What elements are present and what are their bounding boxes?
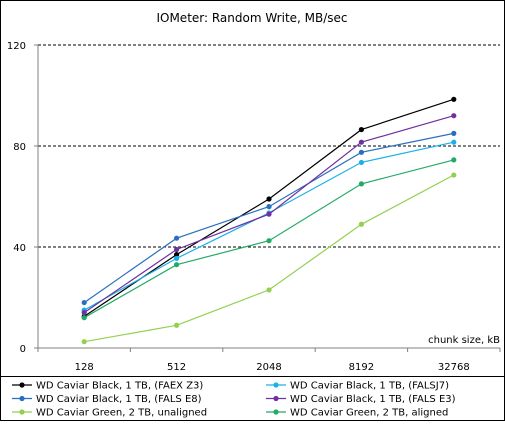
- legend-swatch-marker: [273, 395, 279, 402]
- legend: WD Caviar Black, 1 TB, (FAEX Z3) WD Cavia…: [0, 376, 505, 421]
- series-5: [81, 157, 457, 321]
- x-axis-label: chunk size, kB: [428, 335, 500, 346]
- data-point: [174, 255, 180, 261]
- x-tick-label: 2048: [256, 362, 281, 373]
- legend-label: WD Caviar Green, 2 TB, unaligned: [36, 408, 207, 419]
- data-point: [451, 139, 457, 145]
- data-point: [81, 299, 87, 306]
- data-point: [174, 235, 180, 241]
- data-point: [451, 113, 457, 119]
- data-point: [174, 246, 180, 253]
- legend-label: WD Caviar Black, 1 TB, (FALS E3): [290, 394, 456, 405]
- data-point: [358, 159, 364, 166]
- data-point: [81, 310, 87, 316]
- x-tick-label: 512: [167, 362, 186, 373]
- legend-item: WD Caviar Black, 1 TB, (FALSJ7): [266, 381, 449, 392]
- legend-swatch-marker: [19, 395, 25, 402]
- data-point: [174, 322, 180, 328]
- data-point: [451, 172, 457, 178]
- legend-swatch-marker: [273, 382, 279, 388]
- x-tick-label: 128: [75, 362, 94, 373]
- series-4: [81, 172, 457, 345]
- data-point: [451, 157, 457, 163]
- series-layer: [81, 96, 457, 345]
- data-point: [358, 149, 364, 155]
- data-point: [358, 126, 364, 133]
- y-tick-label: 40: [13, 243, 26, 254]
- data-point: [358, 221, 364, 227]
- y-tick-label: 120: [7, 41, 26, 52]
- data-point: [266, 287, 272, 293]
- legend-swatch-marker: [273, 409, 279, 415]
- legend-item: WD Caviar Black, 1 TB, (FAEX Z3): [12, 381, 203, 392]
- grid-layer: [38, 44, 500, 248]
- data-point: [174, 251, 180, 258]
- x-tick-label: 32768: [438, 362, 470, 373]
- series-3: [81, 113, 457, 316]
- data-point: [266, 204, 272, 210]
- legend-label: WD Caviar Black, 1 TB, (FALSJ7): [290, 381, 449, 392]
- data-point: [358, 139, 364, 145]
- legend-swatch-marker: [19, 409, 25, 415]
- data-point: [451, 130, 457, 136]
- data-point: [266, 211, 272, 217]
- data-point: [358, 181, 364, 187]
- series-2: [81, 130, 457, 306]
- y-tick-label: 80: [13, 142, 26, 153]
- data-point: [266, 196, 272, 202]
- legend-label: WD Caviar Green, 2 TB, aligned: [290, 408, 448, 419]
- legend-swatch-marker: [19, 382, 25, 388]
- legend-item: WD Caviar Green, 2 TB, unaligned: [12, 408, 207, 419]
- legend-label: WD Caviar Black, 1 TB, (FAEX Z3): [36, 381, 203, 392]
- data-point: [266, 238, 272, 244]
- legend-item: WD Caviar Black, 1 TB, (FALS E3): [266, 394, 456, 405]
- legend-border: [0, 376, 505, 421]
- legend-item: WD Caviar Black, 1 TB, (FALS E8): [12, 394, 202, 405]
- data-point: [174, 262, 180, 268]
- axis-layer: 0 40 80 120 128 512 2048 8192 32768: [7, 41, 501, 373]
- chart-title: IOMeter: Random Write, MB/sec: [156, 11, 347, 25]
- y-tick-label: 0: [20, 344, 26, 355]
- data-point: [81, 315, 87, 321]
- data-point: [451, 96, 457, 102]
- legend-label: WD Caviar Black, 1 TB, (FALS E8): [36, 394, 202, 405]
- data-point: [81, 339, 87, 345]
- legend-item: WD Caviar Green, 2 TB, aligned: [266, 408, 448, 419]
- x-tick-label: 8192: [349, 362, 374, 373]
